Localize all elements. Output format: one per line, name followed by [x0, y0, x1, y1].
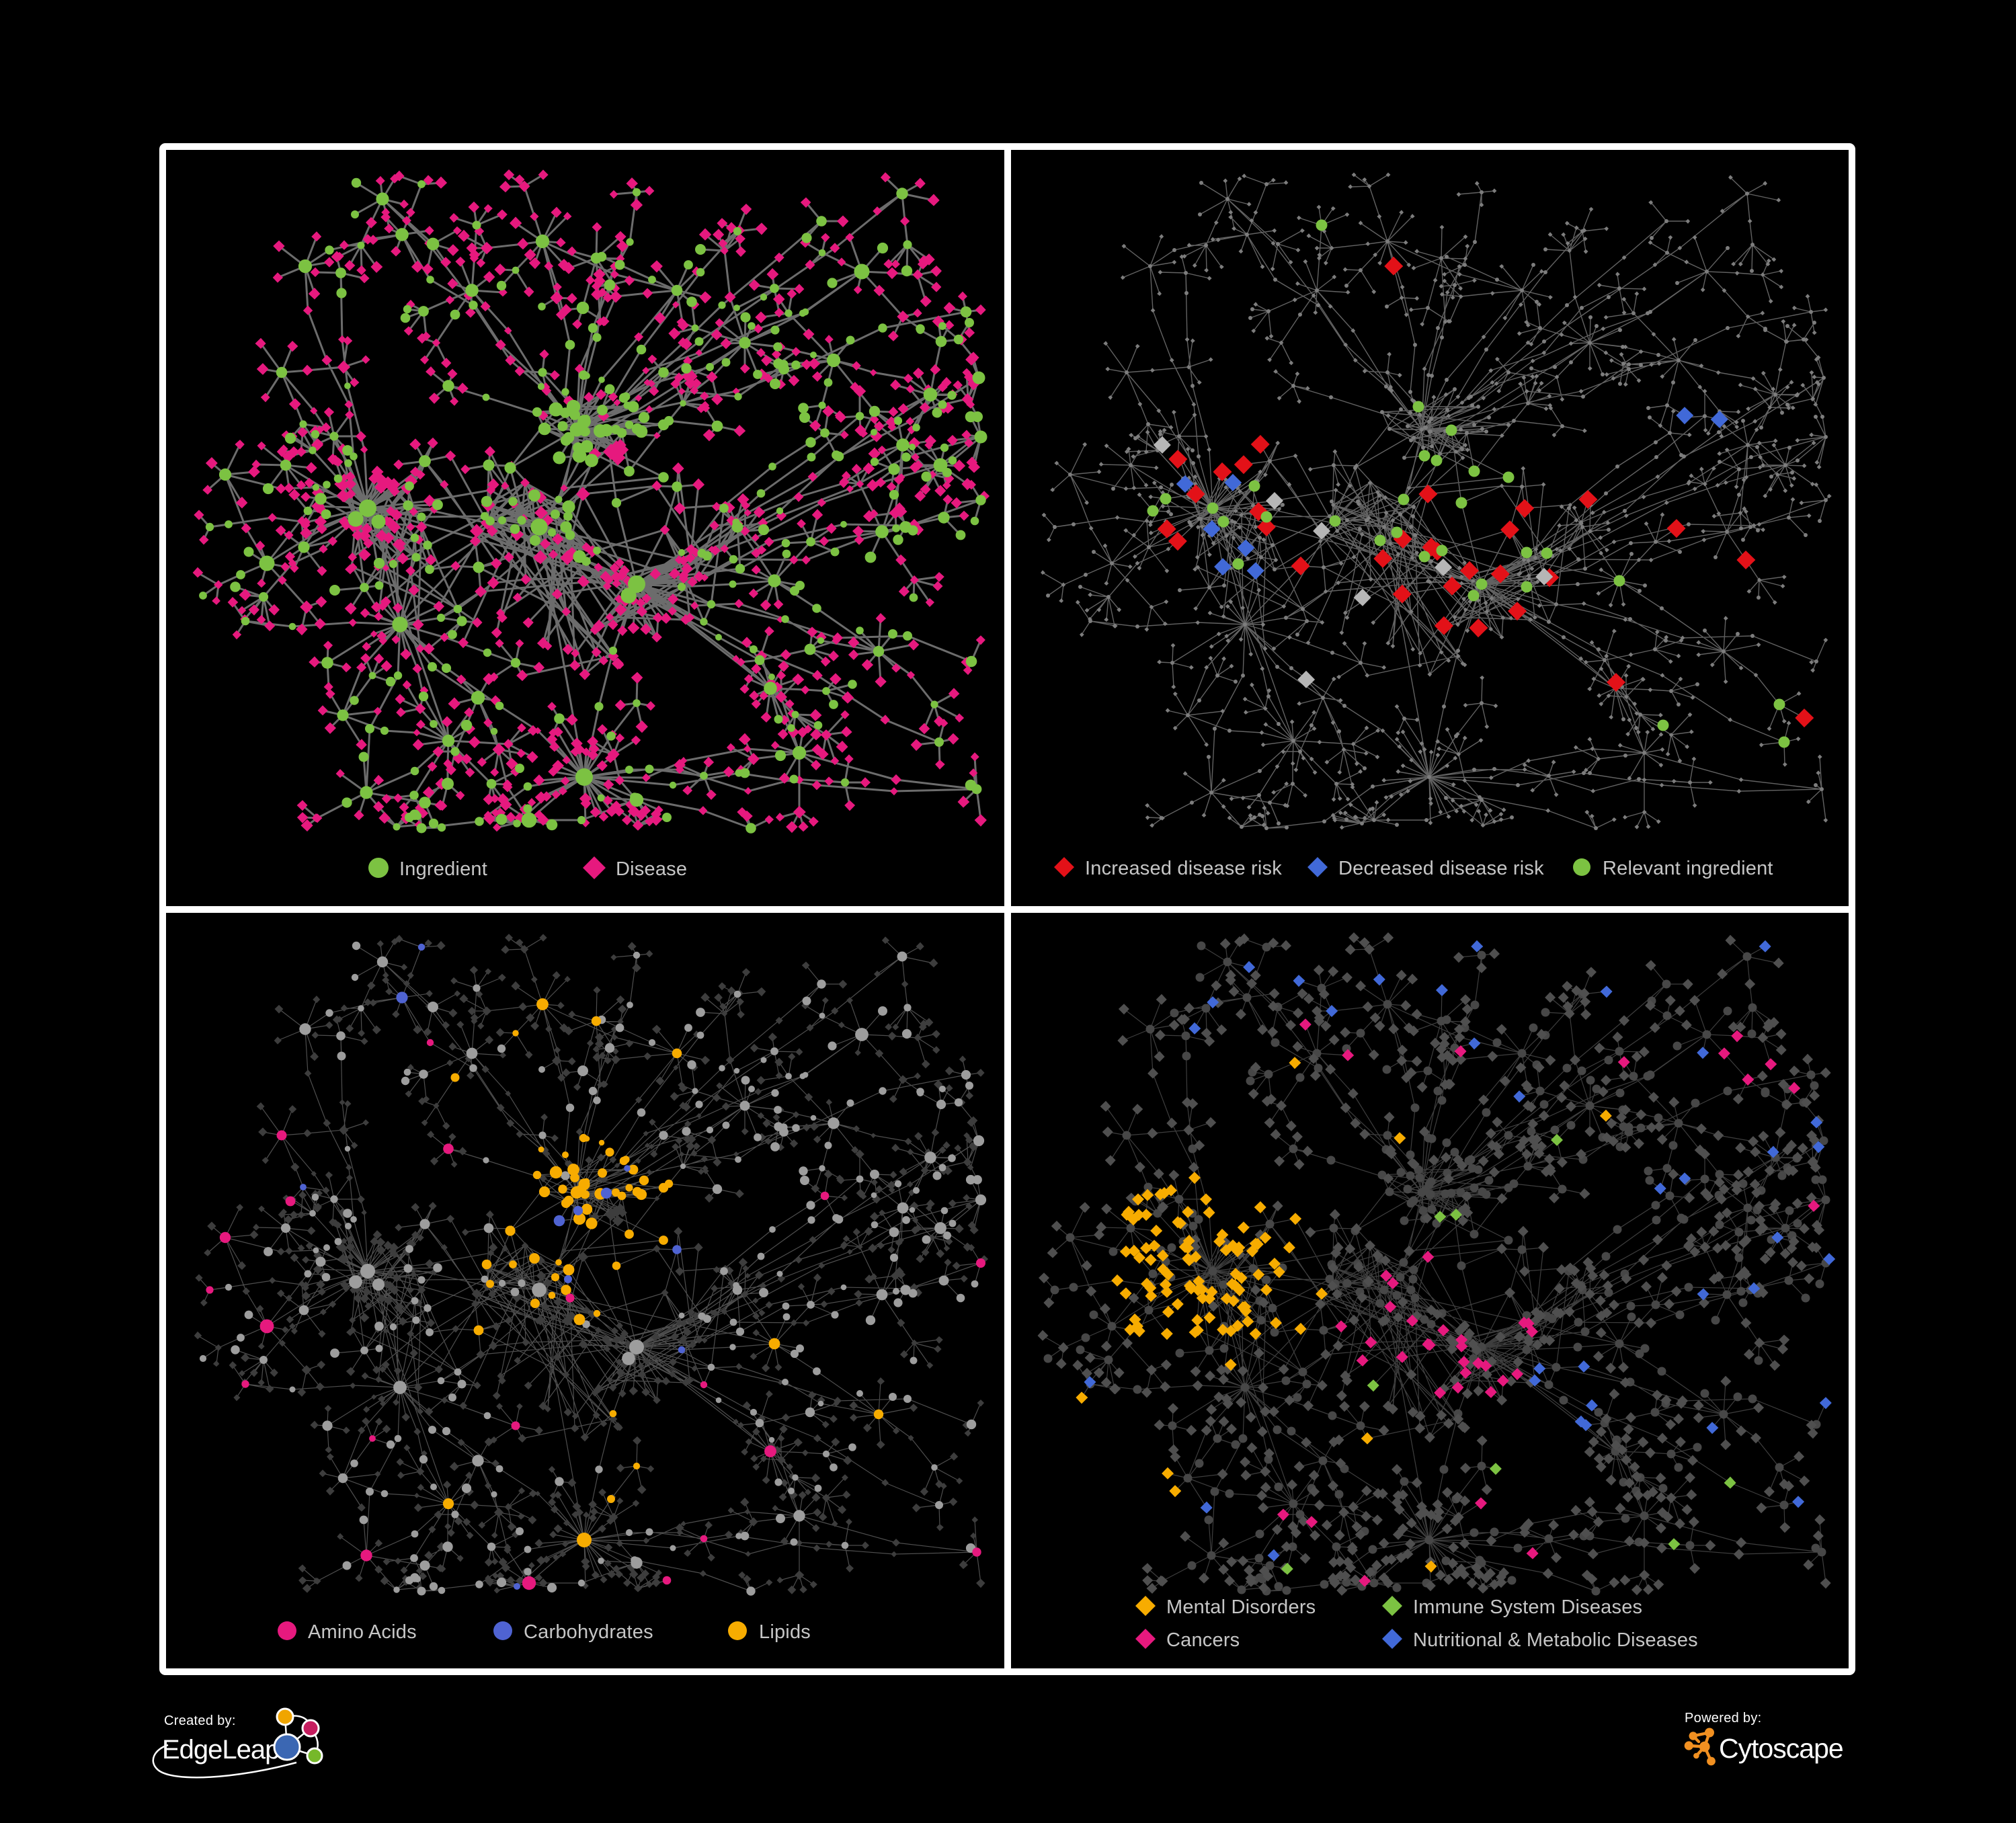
svg-text:Decreased disease risk: Decreased disease risk [1338, 858, 1544, 879]
svg-text:Powered by:: Powered by: [1685, 1711, 1761, 1726]
svg-text:Disease: Disease [616, 858, 687, 880]
svg-text:Mental Disorders: Mental Disorders [1166, 1596, 1316, 1618]
svg-text:Created by:: Created by: [164, 1713, 236, 1728]
svg-text:Nutritional & Metabolic Diseas: Nutritional & Metabolic Diseases [1413, 1629, 1698, 1651]
svg-text:EdgeLeap: EdgeLeap [162, 1735, 279, 1765]
svg-text:Lipids: Lipids [759, 1621, 811, 1643]
svg-text:Carbohydrates: Carbohydrates [524, 1621, 653, 1643]
svg-text:Immune System Diseases: Immune System Diseases [1413, 1596, 1642, 1618]
svg-text:Relevant ingredient: Relevant ingredient [1603, 858, 1773, 879]
svg-text:Increased disease risk: Increased disease risk [1085, 858, 1282, 879]
svg-text:Amino Acids: Amino Acids [308, 1621, 417, 1643]
svg-text:Cancers: Cancers [1166, 1629, 1240, 1651]
svg-text:Cytoscape: Cytoscape [1719, 1733, 1843, 1764]
svg-text:Ingredient: Ingredient [399, 858, 487, 880]
